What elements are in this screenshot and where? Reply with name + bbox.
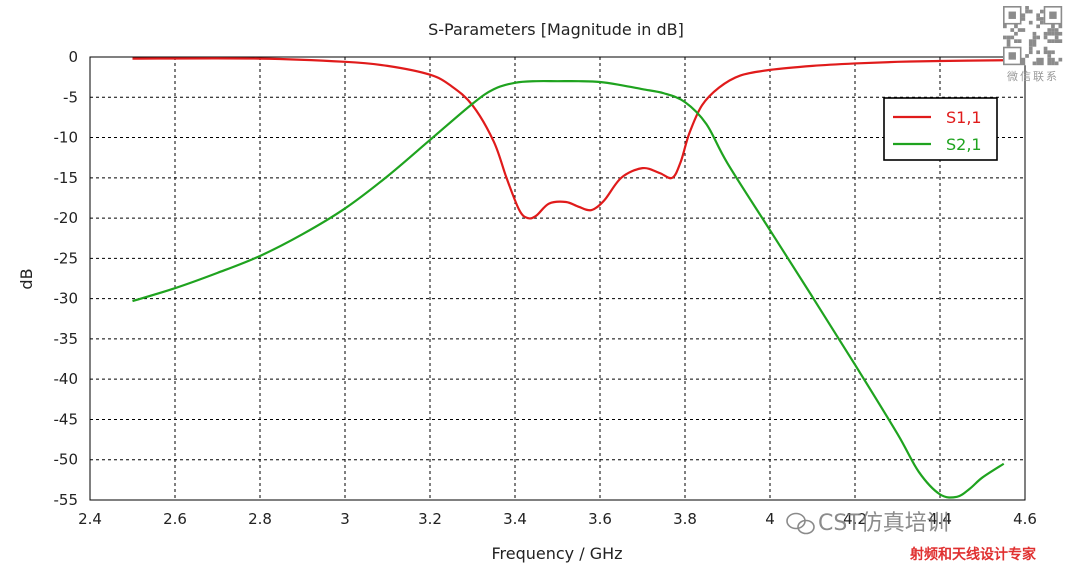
x-tick-label: 2.4 bbox=[78, 510, 102, 528]
y-tick-label: -15 bbox=[54, 169, 79, 187]
y-tick-label: 0 bbox=[68, 48, 78, 66]
y-tick-label: -20 bbox=[54, 209, 79, 227]
y-tick-label: -25 bbox=[54, 249, 79, 267]
x-tick-label: 4 bbox=[765, 510, 775, 528]
qr-caption: 微信联系 bbox=[1007, 69, 1059, 83]
x-tick-label: 4.2 bbox=[843, 510, 867, 528]
y-tick-label: -55 bbox=[54, 491, 79, 509]
y-axis-ticks: 0 -5 -10 -15 -20 -25 -30 -35 -40 -45 -50 -55 bbox=[54, 48, 79, 509]
x-tick-label: 3.6 bbox=[588, 510, 612, 528]
x-tick-label: 2.8 bbox=[248, 510, 272, 528]
y-tick-label: -45 bbox=[54, 410, 79, 428]
y-tick-label: -5 bbox=[63, 88, 78, 106]
y-tick-label: -10 bbox=[54, 129, 79, 147]
x-tick-label: 4.4 bbox=[928, 510, 952, 528]
x-tick-label: 3.2 bbox=[418, 510, 442, 528]
series-line-s11 bbox=[132, 57, 1004, 220]
x-axis-ticks: 2.4 2.6 2.8 3 3.2 3.4 3.6 3.8 4 4.2 4.4 4.6 bbox=[78, 510, 1037, 528]
y-tick-label: -35 bbox=[54, 330, 79, 348]
y-tick-label: -40 bbox=[54, 370, 79, 388]
legend-label-s21: S2,1 bbox=[946, 135, 982, 154]
x-tick-label: 3.4 bbox=[503, 510, 527, 528]
legend-label-s11: S1,1 bbox=[946, 108, 982, 127]
y-tick-label: -30 bbox=[54, 290, 79, 308]
x-axis-label: Frequency / GHz bbox=[491, 544, 622, 563]
qr-code-watermark bbox=[1002, 6, 1063, 66]
series-line-s21 bbox=[132, 79, 1005, 499]
chart-title: S-Parameters [Magnitude in dB] bbox=[428, 20, 684, 39]
grid-lines bbox=[90, 57, 1025, 500]
x-tick-label: 3.8 bbox=[673, 510, 697, 528]
wechat-label: CST仿真培训 bbox=[818, 511, 949, 536]
series-lines bbox=[132, 57, 1005, 499]
wechat-icon bbox=[786, 512, 815, 535]
legend: S1,1 S2,1 bbox=[883, 97, 998, 161]
x-tick-label: 2.6 bbox=[163, 510, 187, 528]
brand-text: 射频和天线设计专家 bbox=[909, 546, 1037, 563]
x-tick-label: 3 bbox=[340, 510, 350, 528]
wechat-watermark: CST仿真培训 射频和天线设计专家 bbox=[786, 511, 1037, 563]
plot-area bbox=[89, 56, 1026, 501]
x-tick-label: 4.6 bbox=[1013, 510, 1037, 528]
y-axis-label: dB bbox=[17, 268, 36, 289]
y-tick-label: -50 bbox=[54, 451, 79, 469]
